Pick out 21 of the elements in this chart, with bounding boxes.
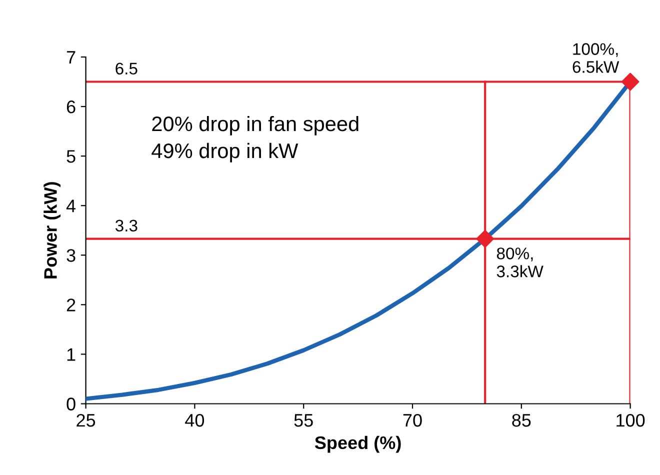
x-tick-label: 40 bbox=[185, 414, 204, 427]
x-axis-title: Speed (%) bbox=[314, 436, 401, 453]
ref-line-label: 6.5 bbox=[116, 62, 138, 75]
y-tick-label: 2 bbox=[66, 298, 76, 312]
y-tick-label: 3 bbox=[66, 249, 76, 262]
y-tick-label: 6 bbox=[66, 100, 76, 114]
y-tick-label: 0 bbox=[66, 398, 76, 410]
y-axis-title: Power (kW) bbox=[44, 182, 60, 278]
x-tick-label: 55 bbox=[294, 414, 313, 427]
x-tick-label: 25 bbox=[76, 414, 96, 427]
annotation: 80%, 3.3kW bbox=[496, 248, 544, 278]
ref-line-label: 3.3 bbox=[115, 220, 138, 232]
annotation: 100%, 6.5kW bbox=[572, 43, 620, 73]
x-tick-label: 100 bbox=[616, 414, 645, 427]
y-tick-label: 5 bbox=[66, 150, 76, 163]
y-tick-label: 4 bbox=[66, 200, 76, 212]
y-tick-label: 1 bbox=[67, 348, 76, 361]
x-tick-label: 70 bbox=[403, 414, 422, 427]
y-tick-label: 7 bbox=[66, 51, 76, 64]
x-tick-label: 85 bbox=[512, 414, 531, 427]
annotation: 20% drop in fan speed 49% drop in kW bbox=[152, 116, 358, 162]
